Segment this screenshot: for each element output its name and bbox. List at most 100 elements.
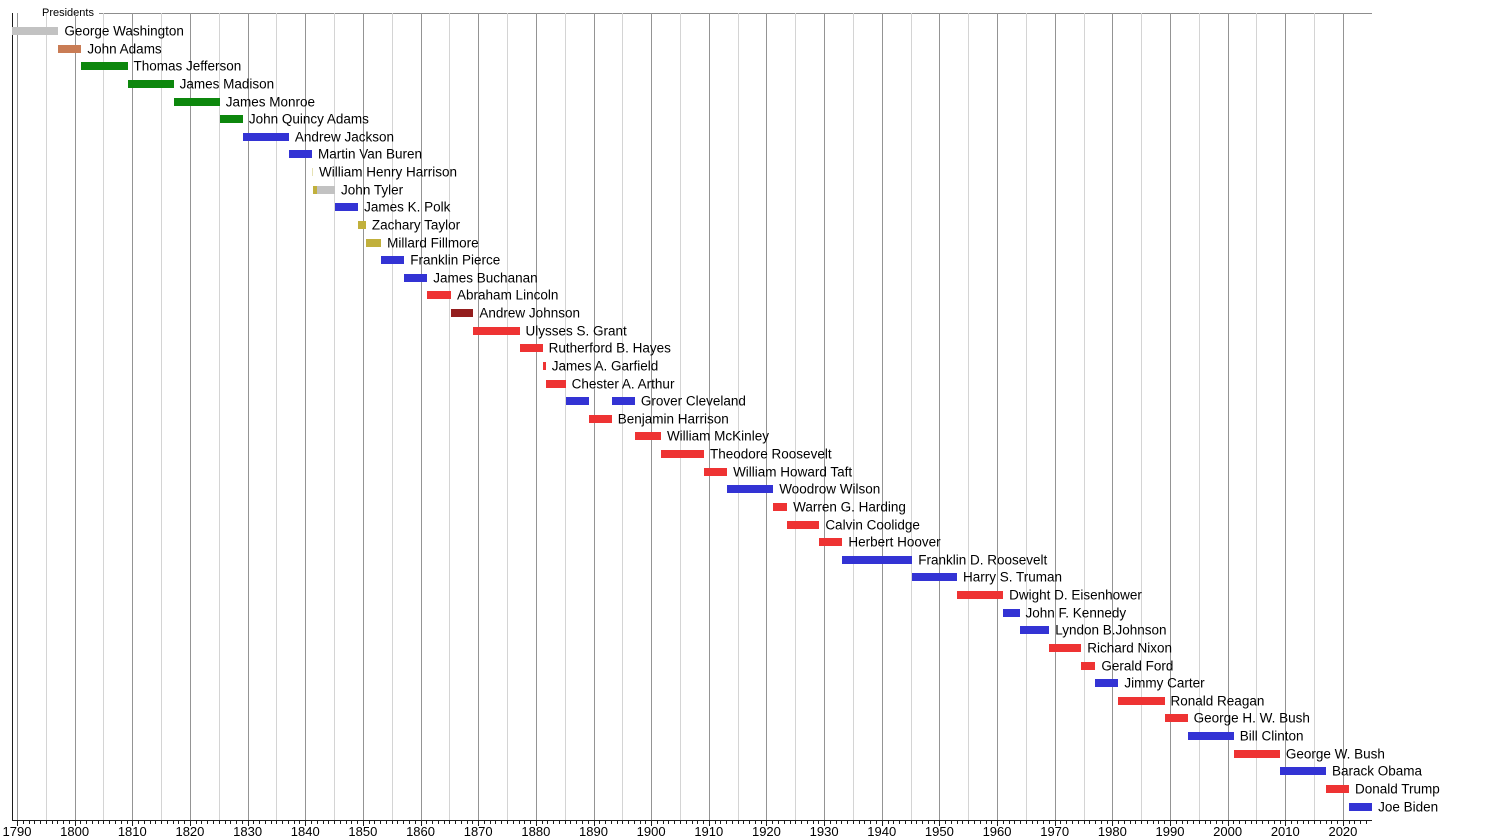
x-tick: [922, 821, 924, 824]
x-tick: [483, 821, 485, 824]
x-tick: [703, 821, 705, 824]
x-tick: [391, 821, 393, 824]
minor-gridline: [1256, 13, 1258, 820]
president-label: Lyndon B.Johnson: [1055, 622, 1167, 638]
president-label: Harry S. Truman: [962, 569, 1062, 585]
x-tick: [1302, 821, 1304, 824]
major-gridline: [362, 13, 364, 820]
term-bar: [1049, 643, 1082, 652]
x-tick: [1291, 821, 1293, 824]
x-tick-label: 2000: [1213, 824, 1243, 839]
x-tick: [1002, 821, 1004, 824]
president-label: Woodrow Wilson: [779, 481, 881, 497]
x-tick: [120, 821, 122, 824]
president-label: Grover Cleveland: [640, 393, 746, 409]
x-tick: [910, 821, 912, 824]
x-tick: [57, 821, 59, 824]
x-tick: [1043, 821, 1045, 824]
president-label: John Adams: [87, 41, 162, 57]
x-tick: [1112, 821, 1114, 826]
x-tick: [420, 821, 422, 826]
x-tick: [835, 821, 837, 824]
president-label: Warren G. Harding: [793, 499, 906, 515]
term-bar: [81, 62, 128, 71]
x-tick: [1308, 821, 1310, 824]
x-tick: [293, 821, 295, 824]
x-tick: [472, 821, 474, 824]
x-tick: [1129, 821, 1131, 824]
term-bar: [365, 238, 382, 247]
x-tick: [1054, 821, 1056, 826]
x-tick: [945, 821, 947, 824]
term-bar: [1003, 608, 1020, 617]
x-tick: [1158, 821, 1160, 824]
x-tick: [1279, 821, 1281, 824]
minor-gridline: [564, 13, 566, 820]
term-bar: [404, 273, 428, 282]
x-tick: [610, 821, 612, 824]
president-label: John F. Kennedy: [1025, 605, 1127, 621]
x-tick-label: 1800: [60, 824, 90, 839]
term-bar: [1164, 714, 1188, 723]
x-tick: [899, 821, 901, 824]
x-tick: [783, 821, 785, 824]
x-tick: [824, 821, 826, 826]
x-tick: [1031, 821, 1033, 824]
president-label: James Madison: [179, 76, 275, 92]
x-tick: [847, 821, 849, 824]
president-label: Millard Fillmore: [387, 235, 479, 250]
x-tick-label: 1820: [175, 824, 205, 839]
x-tick-label: 1970: [1040, 824, 1070, 839]
x-tick-label: 1830: [233, 824, 263, 839]
x-tick: [956, 821, 958, 824]
x-tick: [628, 821, 630, 824]
x-tick: [633, 821, 635, 824]
x-tick-label: 1910: [694, 824, 724, 839]
x-tick: [558, 821, 560, 824]
minor-gridline: [1314, 13, 1316, 820]
x-tick: [1233, 821, 1235, 824]
x-tick: [115, 821, 116, 824]
x-tick: [1025, 821, 1027, 824]
x-tick-label: 1940: [867, 824, 897, 839]
x-tick: [357, 821, 359, 824]
president-label: Abraham Lincoln: [457, 287, 559, 303]
x-tick: [1262, 821, 1264, 824]
president-label: William Howard Taft: [733, 464, 853, 480]
x-tick: [1008, 821, 1010, 824]
x-tick-label: 1990: [1155, 824, 1185, 839]
x-tick: [34, 821, 36, 824]
x-tick: [1342, 821, 1344, 826]
major-gridline: [420, 13, 422, 820]
x-tick: [380, 821, 382, 824]
x-tick: [997, 821, 999, 826]
x-tick: [1187, 821, 1189, 824]
term-bar: [542, 361, 546, 370]
term-bar: [519, 344, 543, 353]
x-tick-label: 1810: [117, 824, 147, 839]
x-tick: [1181, 821, 1183, 824]
x-tick: [230, 821, 232, 824]
minor-gridline: [679, 13, 681, 820]
x-tick-label: 1870: [463, 824, 493, 839]
x-tick: [97, 821, 99, 824]
x-tick: [1037, 821, 1039, 824]
x-tick: [864, 821, 866, 824]
x-tick: [576, 821, 578, 824]
x-tick: [1348, 821, 1350, 824]
x-tick: [109, 821, 111, 824]
x-tick: [979, 821, 981, 824]
minor-gridline: [852, 13, 854, 820]
president-label: James Buchanan: [433, 270, 538, 286]
x-tick: [1175, 821, 1177, 824]
x-tick: [466, 821, 468, 824]
x-tick: [247, 821, 249, 826]
major-gridline: [766, 13, 768, 820]
x-tick: [829, 821, 831, 824]
x-tick: [409, 821, 411, 824]
x-tick: [985, 821, 987, 824]
x-tick-label: 1890: [579, 824, 608, 839]
x-tick: [91, 821, 93, 824]
minor-gridline: [449, 13, 451, 820]
major-gridline: [189, 13, 191, 820]
